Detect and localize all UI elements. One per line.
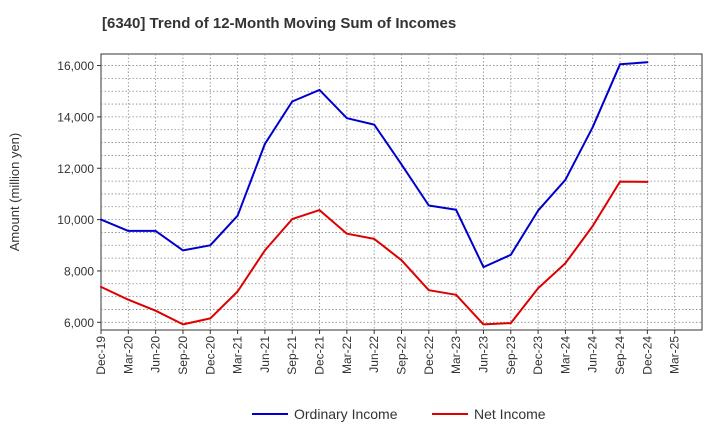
data-point-net-income	[646, 180, 649, 183]
x-tick-label: Mar-21	[231, 336, 245, 374]
data-point-ordinary-income	[291, 100, 294, 103]
data-point-net-income	[400, 259, 403, 262]
x-tick-label: Jun-21	[258, 336, 272, 373]
data-point-ordinary-income	[482, 266, 485, 268]
data-point-ordinary-income	[509, 253, 512, 256]
data-point-ordinary-income	[373, 123, 376, 126]
y-axis-label: Amount (million yen)	[7, 133, 22, 252]
x-tick-label: Jun-23	[476, 336, 490, 373]
chart-title: [6340] Trend of 12-Month Moving Sum of I…	[102, 15, 457, 32]
data-point-ordinary-income	[537, 209, 539, 212]
data-point-net-income	[154, 309, 157, 312]
data-point-net-income	[127, 298, 130, 301]
series-lines	[100, 61, 649, 326]
data-point-ordinary-income	[127, 229, 130, 232]
data-point-ordinary-income	[455, 208, 458, 211]
y-tick-label: 12,000	[57, 162, 94, 176]
data-point-net-income	[291, 218, 294, 220]
x-tick-label: Mar-24	[558, 336, 572, 374]
data-point-ordinary-income	[619, 63, 621, 66]
data-point-net-income	[509, 322, 512, 324]
data-point-net-income	[455, 293, 458, 296]
data-point-ordinary-income	[209, 244, 212, 247]
data-point-net-income	[236, 290, 239, 293]
data-point-net-income	[564, 262, 567, 265]
x-tick-label: Jun-22	[367, 336, 381, 373]
x-tick-label: Dec-20	[203, 336, 217, 375]
data-point-ordinary-income	[154, 229, 157, 232]
data-point-net-income	[619, 180, 621, 183]
x-tick-label: Sep-20	[176, 336, 190, 375]
x-tick-label: Mar-23	[449, 336, 463, 374]
data-point-ordinary-income	[345, 117, 348, 120]
x-tick-label: Sep-23	[504, 336, 518, 375]
data-point-ordinary-income	[591, 126, 594, 129]
data-point-net-income	[537, 287, 539, 290]
x-tick-label: Dec-24	[640, 336, 654, 375]
x-tick-label: Sep-21	[285, 336, 299, 375]
data-point-net-income	[264, 249, 266, 252]
x-tick-label: Jun-20	[149, 336, 163, 373]
data-point-ordinary-income	[318, 89, 321, 91]
data-point-ordinary-income	[182, 249, 184, 252]
data-point-ordinary-income	[400, 163, 403, 166]
x-tick-label: Dec-23	[531, 336, 545, 375]
legend-label-net-income: Net Income	[474, 406, 546, 422]
data-point-ordinary-income	[264, 142, 266, 145]
x-tick-label: Sep-22	[395, 336, 409, 375]
x-tick-label: Mar-20	[121, 336, 135, 374]
x-tick-label: Dec-19	[94, 336, 108, 375]
y-tick-label: 10,000	[57, 213, 94, 227]
y-tick-label: 16,000	[57, 59, 94, 73]
x-tick-label: Mar-22	[340, 336, 354, 374]
x-tick-label: Mar-25	[668, 336, 682, 374]
data-point-ordinary-income	[236, 214, 239, 217]
y-tick-label: 6,000	[64, 316, 94, 330]
data-point-net-income	[373, 237, 376, 240]
y-tick-label: 8,000	[64, 264, 94, 278]
x-tick-label: Jun-24	[586, 336, 600, 373]
data-point-net-income	[182, 323, 184, 326]
data-point-net-income	[345, 232, 348, 235]
axes: 6,000 8,000 10,000 12,000 14,000 16,000 Dec-19…	[57, 59, 681, 375]
data-point-ordinary-income	[564, 178, 567, 181]
data-point-ordinary-income	[646, 61, 649, 64]
x-tick-label: Dec-21	[313, 336, 327, 375]
legend: Ordinary Income Net Income	[252, 406, 546, 422]
data-point-net-income	[318, 209, 321, 212]
legend-label-ordinary-income: Ordinary Income	[294, 406, 398, 422]
data-point-ordinary-income	[427, 204, 430, 207]
data-point-net-income	[100, 285, 102, 288]
data-point-net-income	[591, 225, 594, 227]
data-point-ordinary-income	[100, 218, 102, 221]
grid-lines	[101, 54, 702, 330]
data-point-net-income	[209, 317, 212, 320]
data-point-net-income	[427, 289, 430, 292]
x-tick-label: Sep-24	[613, 336, 627, 375]
y-tick-label: 14,000	[57, 110, 94, 124]
data-point-net-income	[482, 323, 485, 326]
x-tick-label: Dec-22	[422, 336, 436, 375]
